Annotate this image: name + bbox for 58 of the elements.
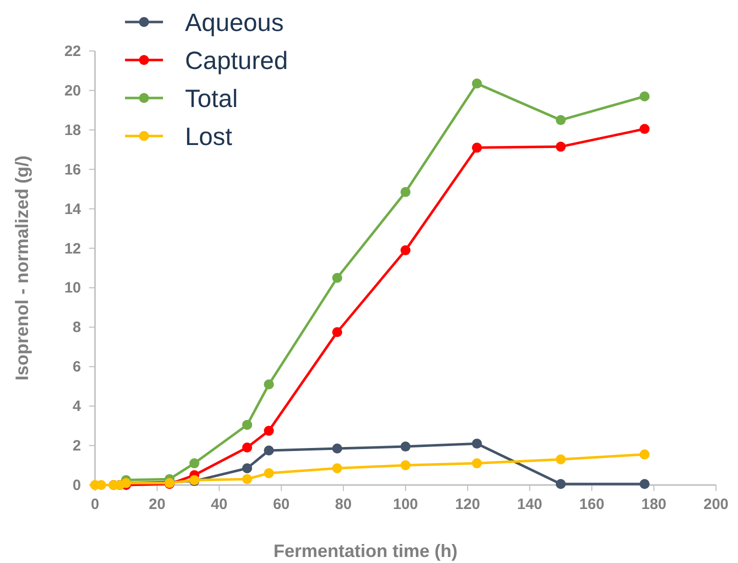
point xyxy=(264,468,274,478)
point xyxy=(556,454,566,464)
point xyxy=(472,458,482,468)
point xyxy=(332,272,342,283)
point xyxy=(640,479,650,490)
y-tick-label: 22 xyxy=(64,43,81,60)
point xyxy=(332,463,342,474)
point xyxy=(400,245,410,256)
point xyxy=(242,442,252,453)
point xyxy=(640,124,650,134)
y-tick-label: 20 xyxy=(64,82,81,100)
point xyxy=(189,458,200,468)
point xyxy=(640,91,650,102)
x-tick-label: 180 xyxy=(641,496,666,513)
point xyxy=(332,327,342,338)
point xyxy=(556,142,566,152)
point xyxy=(556,479,566,490)
y-tick-label: 12 xyxy=(64,240,81,258)
x-tick-label: 60 xyxy=(272,496,290,513)
point xyxy=(400,187,410,198)
point xyxy=(640,449,650,460)
y-tick-label: 16 xyxy=(64,161,81,178)
point xyxy=(264,445,274,456)
legend-label: Lost xyxy=(185,123,232,151)
point xyxy=(472,78,482,89)
y-tick-label: 14 xyxy=(64,200,82,218)
y-axis-title: Isoprenol - normalized (g/) xyxy=(12,155,32,381)
x-tick-label: 140 xyxy=(517,496,542,513)
x-tick-label: 100 xyxy=(392,496,418,513)
x-axis-title: Fermentation time (h) xyxy=(273,541,458,561)
point xyxy=(400,442,410,452)
y-tick-label: 6 xyxy=(72,358,81,376)
x-tick-label: 20 xyxy=(148,496,166,513)
point xyxy=(400,460,410,470)
x-tick-label: 0 xyxy=(90,496,100,513)
point xyxy=(556,115,566,126)
y-tick-label: 8 xyxy=(72,319,81,336)
y-tick-label: 0 xyxy=(72,477,81,494)
legend-label: Total xyxy=(185,85,238,113)
x-tick-label: 200 xyxy=(703,496,729,513)
x-tick-label: 160 xyxy=(579,496,604,513)
point xyxy=(332,444,342,454)
y-tick-label: 2 xyxy=(72,438,81,455)
y-tick-label: 10 xyxy=(64,280,81,297)
y-tick-label: 4 xyxy=(72,398,82,416)
point xyxy=(242,474,252,484)
x-tick-label: 40 xyxy=(210,496,228,513)
y-tick-label: 18 xyxy=(64,122,81,139)
point xyxy=(264,379,274,390)
point xyxy=(242,420,252,430)
point xyxy=(472,142,482,153)
point xyxy=(472,438,482,449)
legend-label: Aqueous xyxy=(185,9,284,37)
x-tick-label: 120 xyxy=(455,496,480,513)
legend-label: Captured xyxy=(185,47,288,75)
point xyxy=(264,426,274,436)
point xyxy=(242,463,252,474)
x-tick-label: 80 xyxy=(335,496,352,513)
